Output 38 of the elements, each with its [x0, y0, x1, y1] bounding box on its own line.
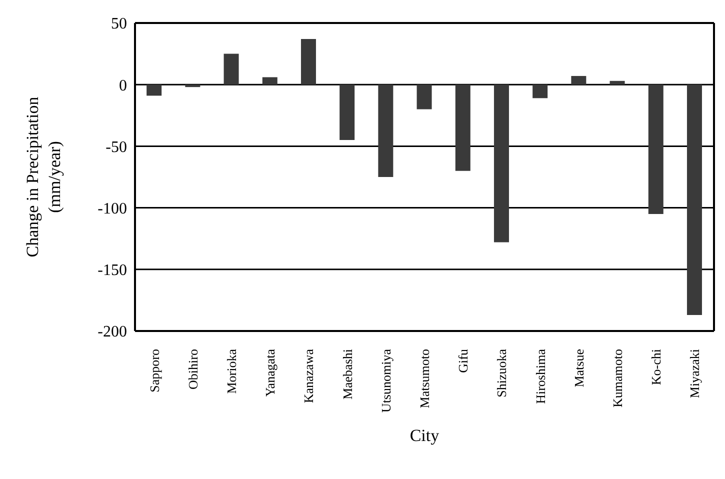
- bar: [185, 84, 200, 88]
- y-tick-label: 0: [119, 77, 127, 94]
- y-axis-title: Change in Precipitation (mm/year): [23, 96, 64, 258]
- x-tick-label: Utsunomiya: [378, 348, 394, 413]
- bar: [455, 84, 470, 171]
- bar: [224, 54, 239, 85]
- y-tick-label: -50: [106, 138, 127, 156]
- x-tick-label: Ko-chi: [648, 348, 664, 386]
- x-tick-label: Matsue: [571, 348, 586, 388]
- bar: [340, 84, 355, 140]
- x-tick-label: Hiroshima: [532, 348, 548, 404]
- bar: [494, 84, 509, 242]
- x-tick-label: Maebashi: [340, 348, 355, 400]
- x-tick-label: Obihiro: [185, 349, 200, 390]
- bar: [416, 84, 432, 110]
- y-tick-label: -200: [98, 324, 127, 341]
- x-tick-label: Morioka: [224, 348, 239, 394]
- bar: [378, 84, 394, 177]
- bar: [532, 84, 548, 98]
- y-tick-label: -100: [98, 200, 127, 218]
- x-tick-label: Shizuoka: [494, 348, 510, 398]
- bar: [571, 76, 586, 85]
- x-tick-label: Kanazawa: [301, 348, 316, 404]
- x-axis-title: City: [410, 426, 440, 445]
- bar: [146, 84, 162, 96]
- bar: [686, 84, 702, 315]
- x-tick-label: Miyazaki: [687, 348, 702, 398]
- x-tick-label: Matsumoto: [417, 349, 432, 408]
- x-tick-label: Gifu: [456, 348, 471, 373]
- bar: [262, 77, 278, 85]
- x-tick-label: Yanagata: [262, 348, 278, 397]
- y-tick-label: -150: [98, 262, 127, 280]
- x-tick-label: Sapporo: [146, 349, 162, 392]
- bar: [300, 39, 316, 85]
- y-tick-label: 50: [111, 16, 127, 33]
- x-tick-label: Kumamoto: [610, 349, 625, 408]
- bar: [648, 84, 664, 214]
- bar: [610, 80, 625, 85]
